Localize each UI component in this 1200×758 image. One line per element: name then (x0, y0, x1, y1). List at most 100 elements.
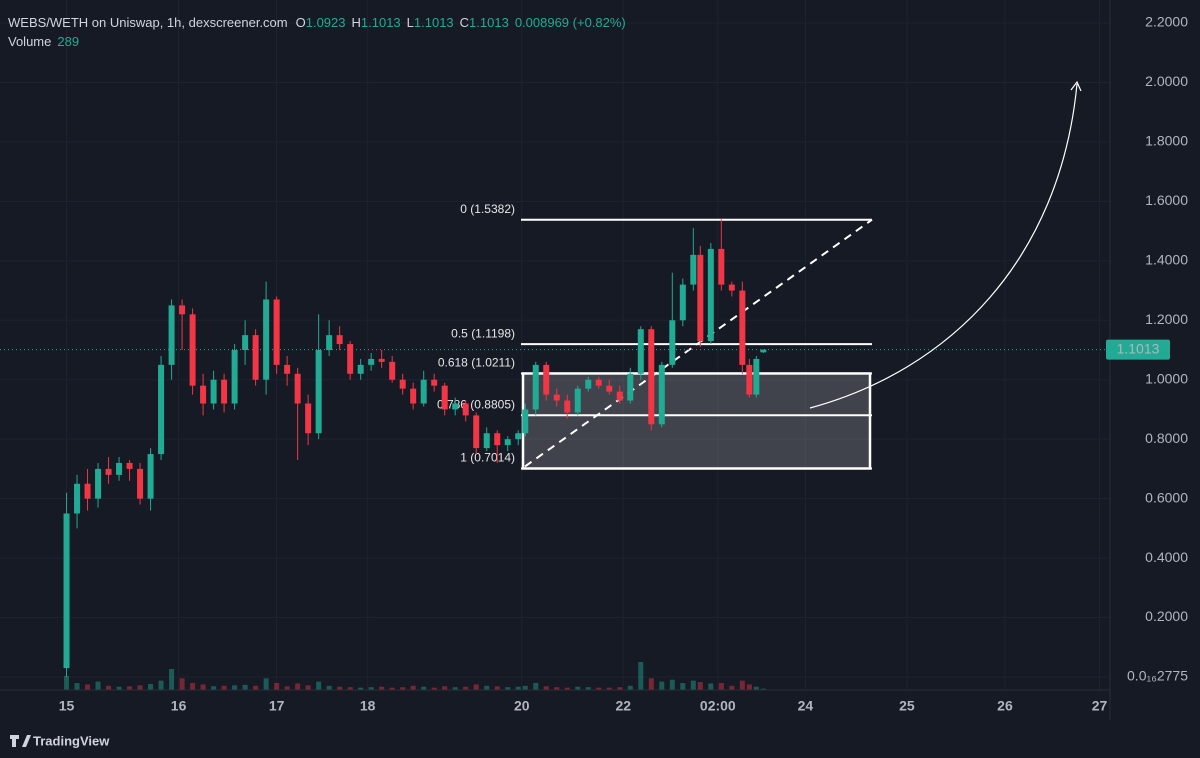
candle-body (200, 385, 207, 404)
brand-logo: TradingView (10, 733, 110, 748)
header: WEBS/WETH on Uniswap, 1h, dexscreener.co… (8, 15, 626, 30)
fib-trend (524, 218, 873, 468)
candle-body (690, 254, 697, 285)
candle-body (84, 483, 91, 499)
volume-bar (648, 678, 654, 690)
volume-bar (410, 685, 416, 690)
candle-body (273, 299, 280, 365)
volume-bar (718, 683, 724, 690)
fib-label: 0 (1.5382) (460, 202, 515, 216)
volume-bar (316, 681, 322, 690)
volume-bar (452, 687, 458, 690)
candle-body (679, 284, 686, 321)
volume-bar (753, 686, 759, 690)
candle-body (707, 248, 714, 342)
candle-body (294, 373, 301, 404)
y-tick-label: 1.4000 (1145, 252, 1188, 268)
volume-bar (137, 685, 143, 690)
ohlc-key: H (352, 15, 361, 30)
candle-body (627, 373, 634, 401)
candle-body (105, 468, 112, 475)
volume-bar (179, 678, 185, 690)
candle-body (147, 454, 154, 499)
x-tick-label: 26 (997, 698, 1013, 714)
candle-body (532, 364, 539, 410)
volume-bar (85, 684, 91, 690)
volume-bar (729, 685, 735, 690)
candle-body (252, 335, 259, 380)
candle-body (452, 403, 459, 410)
y-tick-label: 0.2000 (1145, 608, 1188, 624)
candle-body (669, 320, 676, 365)
candle-body (504, 439, 511, 446)
candle-body (126, 462, 133, 469)
candle-body (326, 335, 333, 350)
candle-body (74, 483, 81, 514)
volume-bar (158, 680, 164, 690)
candle-body (410, 388, 417, 404)
candle-body (368, 358, 375, 365)
volume-bar (659, 681, 665, 690)
volume-value: 289 (57, 34, 79, 49)
x-tick-label: 18 (360, 698, 376, 714)
volume-bar (211, 686, 217, 690)
volume-bar (617, 687, 623, 690)
volume-bar (284, 686, 290, 690)
candle-body (515, 433, 522, 440)
volume-bar (627, 685, 633, 690)
volume-bar (708, 683, 714, 690)
candle-body (753, 358, 760, 395)
candle-body (606, 385, 613, 392)
volume-bar (274, 683, 280, 690)
ohlc-value: 1.1013 (361, 15, 401, 30)
candle-body (231, 350, 238, 404)
candle-body (210, 379, 217, 404)
candle-body (315, 350, 322, 434)
x-tick-label: 15 (59, 698, 75, 714)
candle-body (95, 468, 102, 499)
fib-zone (521, 372, 872, 470)
candle-body (221, 379, 228, 404)
candle-body (585, 379, 592, 389)
candle-body (494, 433, 501, 446)
volume-bar (379, 686, 385, 690)
volume-bar (169, 669, 175, 690)
candle-body (746, 364, 753, 395)
candle-body (658, 364, 665, 425)
volume-bar (554, 687, 560, 690)
candle-body (116, 462, 123, 475)
candle-body (483, 433, 490, 449)
symbol: WEBS/WETH on Uniswap, 1h, dexscreener.co… (8, 15, 288, 30)
volume-bar (463, 686, 469, 690)
candle-body (595, 379, 602, 386)
volume-bar (305, 685, 311, 690)
volume-label: Volume (8, 34, 51, 49)
plot: 0 (1.5382) 0.5 (1.1198) 0.618 (1.0211) 0.78… (0, 202, 1110, 690)
candle-body (137, 468, 144, 499)
volume-bar (358, 687, 364, 690)
volume-bar (221, 685, 227, 690)
volume-bar (368, 687, 374, 690)
ohlc-value: 1.1013 (414, 15, 454, 30)
candle-body (399, 379, 406, 389)
volume-bar (242, 684, 248, 690)
volume-bar (746, 684, 752, 690)
volume-bar (543, 686, 549, 690)
volume-bar (533, 683, 539, 690)
x-tick-label: 17 (269, 698, 285, 714)
y-tick-label: 2.2000 (1145, 14, 1188, 30)
fib-label: 0.786 (0.8805) (437, 397, 515, 411)
fib-label: 0.5 (1.1198) (451, 326, 515, 340)
y-tick-label: 1.0000 (1145, 370, 1188, 386)
volume-bar (253, 685, 259, 690)
volume-bar (347, 687, 353, 690)
candle-body (378, 358, 385, 362)
x-tick-label: 25 (899, 698, 915, 714)
volume-bar (585, 687, 591, 690)
candle-body (63, 513, 70, 669)
volume-bar (326, 685, 332, 690)
volume-bar (760, 688, 766, 690)
volume-bar (515, 686, 521, 690)
